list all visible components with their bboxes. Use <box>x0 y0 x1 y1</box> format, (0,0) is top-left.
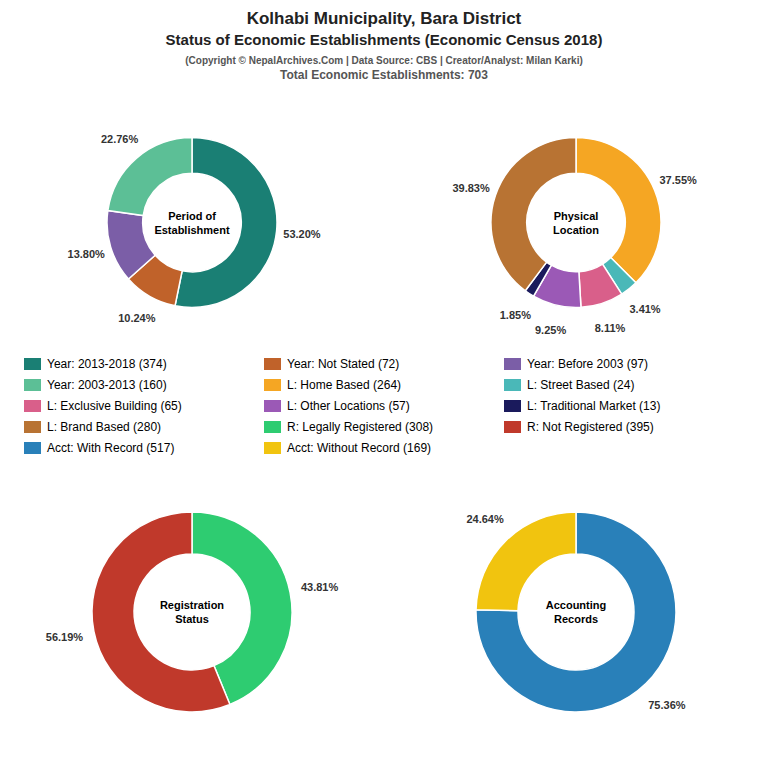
html-text:Physical Location: Physical Location <box>553 209 599 236</box>
svg-text:10.24%: 10.24% <box>118 312 156 324</box>
html-text:L: Brand Based (280): L: Brand Based (280) <box>47 420 162 435</box>
svg-text:39.83%: 39.83% <box>452 182 490 194</box>
html-text:Status of Economic Establishme: Status of Economic Establishments (Econo… <box>165 31 603 48</box>
html-text:Registration Status: Registration Status <box>159 599 225 625</box>
html-text:Year: 2003-2013 (160): Year: 2003-2013 (160) <box>47 377 167 392</box>
html-text:L: Exclusive Building (65): L: Exclusive Building (65) <box>47 399 182 413</box>
html-text:Year: 2013-2018 (374): Year: 2013-2018 (374) <box>47 356 167 371</box>
svg-text:24.64%: 24.64% <box>466 513 504 525</box>
html-text:R: Not Registered (395): R: Not Registered (395) <box>527 420 654 435</box>
html-text:Year: Before 2003 (97): Year: Before 2003 (97) <box>527 356 648 371</box>
html-text:Accounting Records: Accounting Records <box>545 599 607 625</box>
html-text:Acct: Without Record (169): Acct: Without Record (169) <box>287 441 432 456</box>
svg-text:56.19%: 56.19% <box>46 631 84 643</box>
html-text:L: Other Locations (57): L: Other Locations (57) <box>287 399 410 413</box>
html-text:Kolhabi Municipality, Bara Dis: Kolhabi Municipality, Bara District <box>246 9 522 28</box>
svg-text:8.11%: 8.11% <box>595 322 626 334</box>
svg-text:9.25%: 9.25% <box>535 324 566 336</box>
svg-text:37.55%: 37.55% <box>659 174 697 186</box>
html-text:L: Traditional Market (13): L: Traditional Market (13) <box>527 399 661 413</box>
html-text:L: Street Based (24): L: Street Based (24) <box>527 377 635 392</box>
html-text:L: Home Based (264): L: Home Based (264) <box>287 377 402 392</box>
html-text:R: Legally Registered (308): R: Legally Registered (308) <box>287 420 434 435</box>
svg-text:53.20%: 53.20% <box>283 228 321 240</box>
svg-text:13.80%: 13.80% <box>68 248 106 260</box>
svg-text:3.41%: 3.41% <box>629 303 660 315</box>
svg-text:75.36%: 75.36% <box>648 699 686 711</box>
html-text:(Copyright © NepalArchives.Com: (Copyright © NepalArchives.Com | Data So… <box>185 55 583 66</box>
svg-text:1.85%: 1.85% <box>500 309 531 321</box>
html-text:Year: Not Stated (72): Year: Not Stated (72) <box>287 356 400 371</box>
html-text:Acct: With Record (517): Acct: With Record (517) <box>47 441 175 456</box>
html-text:Total Economic Establishments:: Total Economic Establishments: 703 <box>280 68 488 82</box>
svg-text:43.81%: 43.81% <box>301 581 339 593</box>
html-text:Period of Establishment: Period of Establishment <box>154 209 230 236</box>
svg-text:22.76%: 22.76% <box>101 133 139 145</box>
